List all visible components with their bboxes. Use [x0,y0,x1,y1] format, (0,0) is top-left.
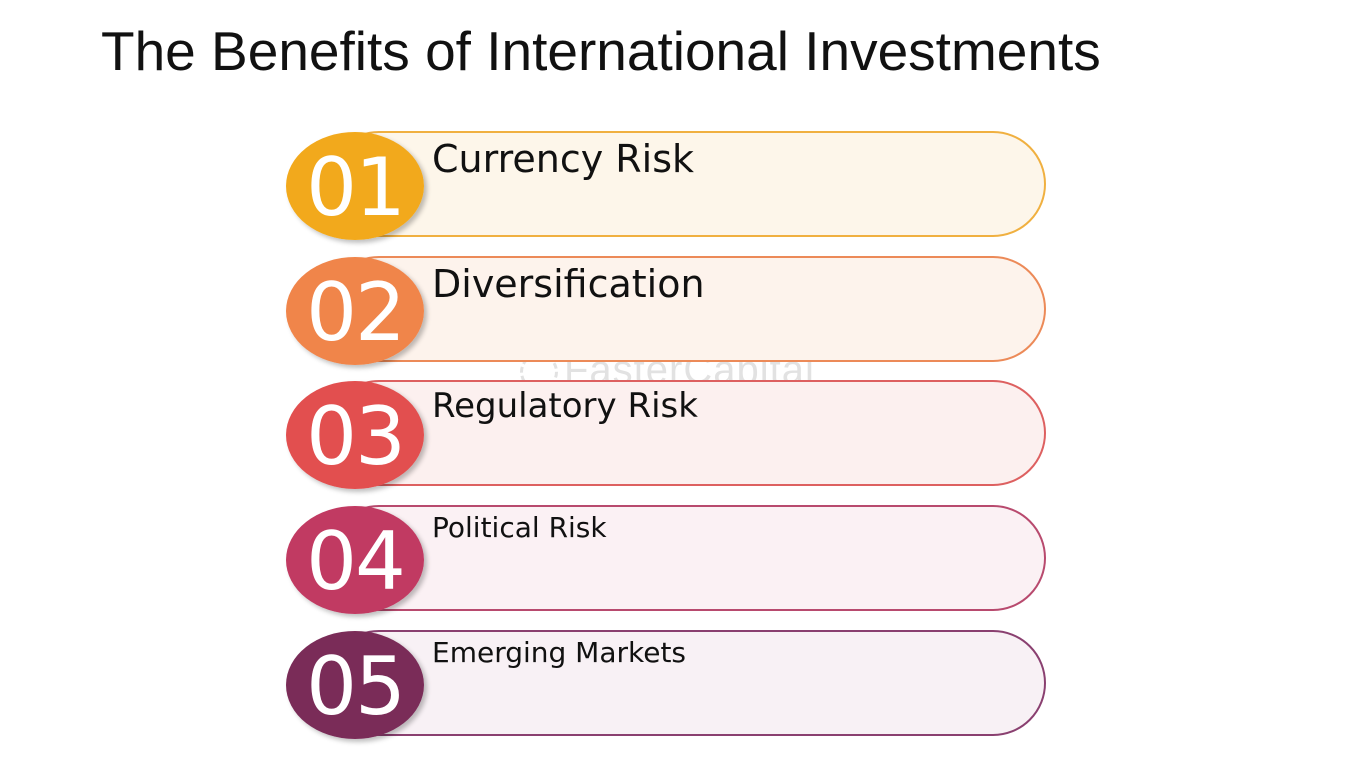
item-label: Regulatory Risk [432,386,698,426]
page-title: The Benefits of International Investment… [101,20,1101,82]
item-label: Emerging Markets [432,636,687,669]
list-item-diversification: 02 Diversification [286,256,1050,366]
badge-number: 02 [306,266,406,359]
number-badge: 05 [286,631,424,739]
list-item-currency-risk: 01 Currency Risk [286,131,1050,241]
number-badge: 01 [286,132,424,240]
number-badge: 02 [286,257,424,365]
item-label: Political Risk [432,511,607,544]
badge-number: 04 [306,515,406,608]
badge-number: 01 [306,141,406,234]
item-label: Diversification [432,262,705,306]
item-label: Currency Risk [432,137,695,181]
item-pill [326,131,1046,237]
number-badge: 04 [286,506,424,614]
list-item-regulatory-risk: 03 Regulatory Risk [286,380,1050,490]
item-pill [326,630,1046,736]
badge-number: 03 [306,390,406,483]
list-item-emerging-markets: 05 Emerging Markets [286,630,1050,740]
item-pill [326,256,1046,362]
number-badge: 03 [286,381,424,489]
list-item-political-risk: 04 Political Risk [286,505,1050,615]
item-pill [326,380,1046,486]
badge-number: 05 [306,640,406,733]
